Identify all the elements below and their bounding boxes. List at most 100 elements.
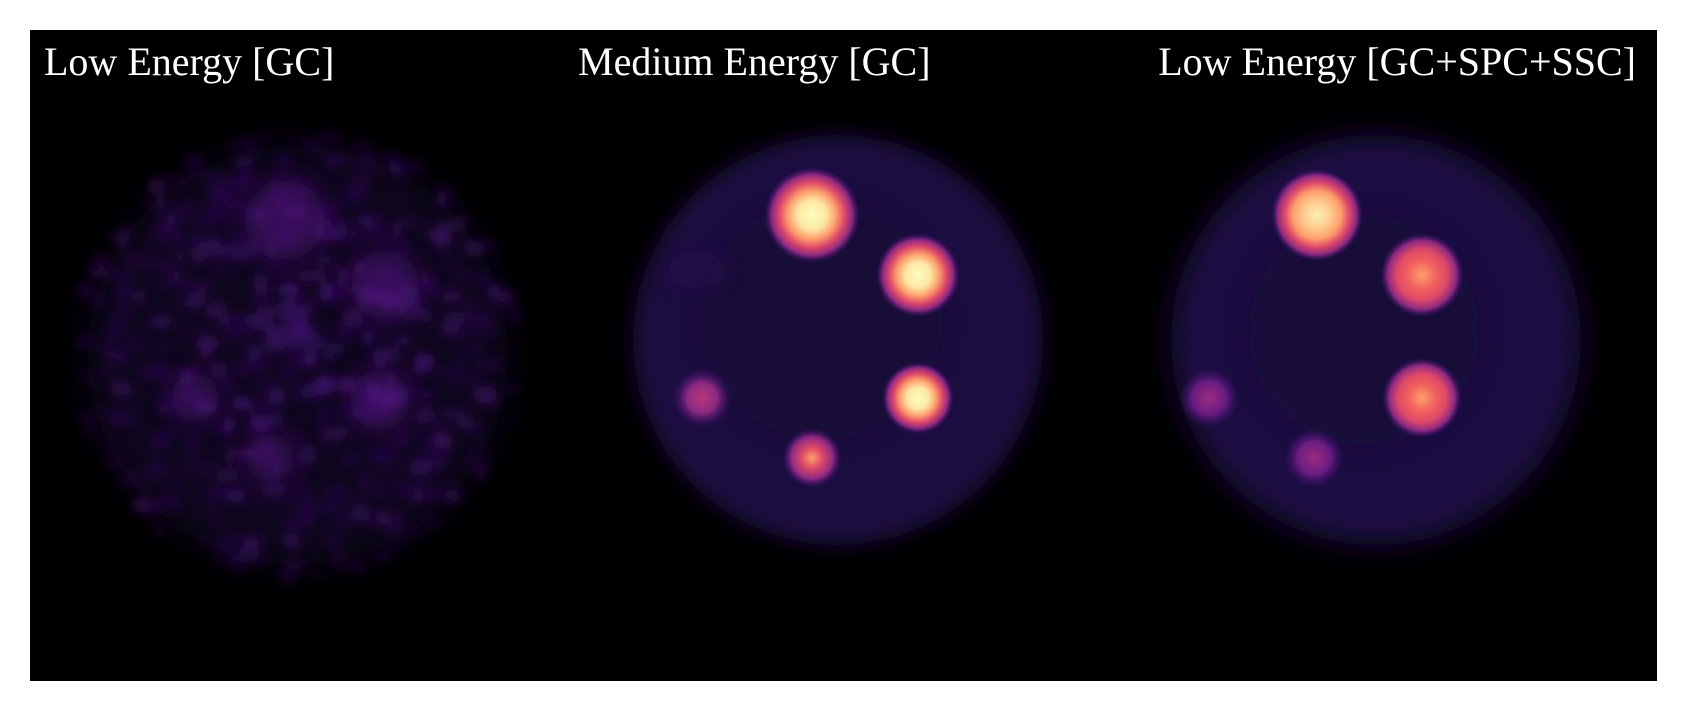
noise-blob: [501, 304, 518, 313]
noise-blob: [311, 141, 322, 158]
noise-blob: [434, 420, 443, 435]
noise-blob: [230, 174, 255, 187]
noise-blob: [106, 462, 128, 469]
noise-blob: [460, 369, 485, 387]
noise-blob: [360, 472, 371, 484]
panel-low-energy-gc: Low Energy [GC]: [30, 30, 572, 681]
noise-blob: [194, 533, 217, 550]
noise-blob: [79, 368, 89, 385]
noise-blob: [487, 319, 496, 339]
hot-spot-bottom: [1284, 428, 1344, 488]
noise-blob: [474, 308, 500, 325]
noise-blob: [437, 368, 450, 380]
noise-blob: [498, 290, 518, 302]
noise-blob: [322, 350, 334, 361]
noise-blob: [129, 470, 152, 485]
noise-blob: [313, 375, 335, 395]
noise-blob: [163, 214, 182, 224]
noise-blob: [244, 535, 268, 549]
noise-blob: [259, 341, 281, 353]
noise-blob: [295, 137, 314, 144]
noise-blob: [230, 362, 251, 378]
noise-blob: [406, 376, 418, 396]
noise-blob: [113, 306, 132, 318]
noise-blob: [223, 225, 239, 237]
noise-blob: [252, 494, 263, 513]
noise-blob: [194, 465, 218, 473]
noise-blob: [79, 427, 102, 436]
noise-blob: [297, 270, 314, 282]
noise-blob: [210, 361, 228, 379]
faint-spot: [667, 252, 727, 288]
noise-blob: [360, 479, 372, 498]
panel-title-low-energy-gc-spc-ssc: Low Energy [GC+SPC+SSC]: [1158, 39, 1636, 84]
noise-blob: [286, 333, 307, 350]
noise-blob: [219, 531, 239, 549]
noise-blob: [364, 513, 385, 527]
noise-blob: [118, 472, 133, 487]
noise-blob: [374, 485, 389, 498]
image-low-energy-gc: [72, 126, 524, 586]
noise-blob: [197, 284, 214, 291]
noise-blob: [500, 419, 522, 426]
noise-blob: [148, 176, 162, 189]
noise-blob: [158, 466, 175, 474]
noise-blob: [252, 272, 269, 292]
noise-blob: [257, 399, 273, 417]
noise-blob: [109, 414, 124, 431]
noise-blob: [460, 216, 470, 228]
noise-blob: [345, 496, 366, 505]
noise-blob: [468, 440, 484, 457]
panel-title-low-energy-gc: Low Energy [GC]: [44, 39, 335, 84]
noise-blob: [223, 415, 236, 433]
noise-blob: [98, 365, 118, 374]
noise-blob: [456, 346, 479, 353]
noise-blob: [485, 404, 497, 411]
noise-blob: [308, 569, 329, 580]
noise-blob: [368, 214, 385, 229]
noise-blob: [124, 383, 133, 398]
noise-blob: [416, 432, 430, 442]
noise-blob: [416, 406, 435, 424]
noise-blob: [468, 331, 489, 340]
noise-blob: [81, 283, 99, 290]
noise-blob: [96, 405, 106, 419]
noise-blob: [269, 412, 284, 428]
noise-blob: [224, 322, 249, 340]
noise-blob: [224, 487, 248, 503]
noise-blob: [117, 393, 129, 401]
noise-blob: [389, 520, 403, 532]
noise-blob: [291, 491, 317, 508]
noise-blob: [478, 359, 502, 371]
noise-blob: [188, 292, 207, 304]
noise-blob: [209, 188, 235, 206]
noise-blob: [417, 390, 437, 399]
faint-hot-spot: [171, 374, 219, 422]
noise-blob: [205, 239, 222, 256]
noise-blob: [154, 525, 167, 536]
noise-blob: [381, 240, 405, 249]
noise-blob: [325, 155, 351, 163]
noise-blob: [436, 324, 462, 336]
noise-blob: [444, 283, 458, 303]
noise-blob: [125, 336, 143, 355]
noise-blob: [161, 395, 173, 407]
noise-blob: [235, 235, 245, 246]
noise-blob: [463, 457, 490, 465]
noise-blob: [476, 465, 486, 483]
noise-blob: [241, 345, 254, 354]
noise-blob: [253, 382, 279, 396]
noise-blob: [356, 215, 373, 225]
noise-blob: [420, 271, 431, 286]
noise-blob: [281, 267, 291, 279]
noise-blob: [420, 512, 432, 519]
noise-blob: [234, 462, 245, 470]
noise-blob: [422, 463, 444, 475]
noise-blob: [158, 432, 171, 445]
noise-blob: [369, 165, 379, 179]
noise-blob: [111, 278, 127, 295]
noise-blob: [202, 172, 223, 184]
noise-blob: [389, 161, 401, 176]
noise-blob: [207, 261, 233, 280]
noise-blob: [286, 279, 297, 298]
